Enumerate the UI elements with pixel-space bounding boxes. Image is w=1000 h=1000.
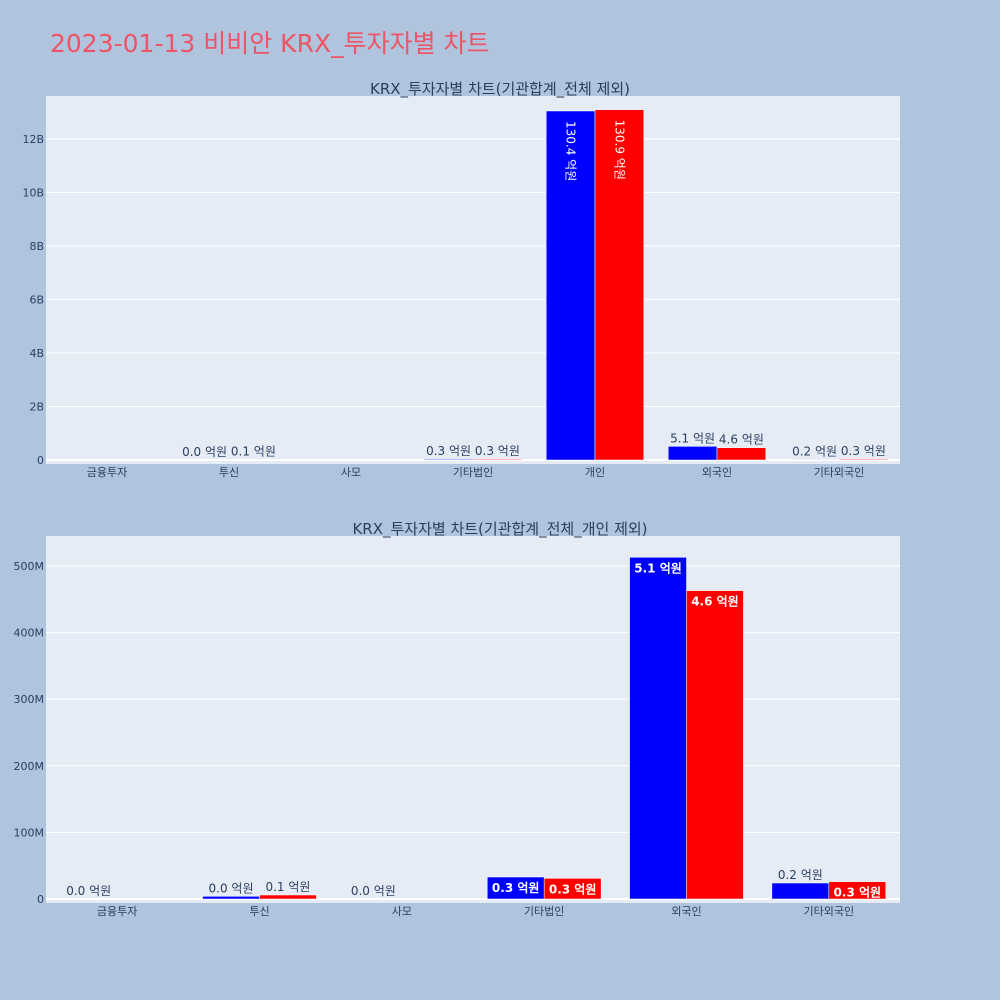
- data-label: 0.1 억원: [231, 445, 276, 459]
- bar: [789, 459, 840, 461]
- data-label: 0.0 억원: [66, 884, 111, 898]
- data-label: 0.3 억원: [475, 444, 520, 458]
- x-tick-label: 외국인: [702, 466, 732, 479]
- y-tick-label: 2B: [29, 400, 44, 413]
- x-tick-label: 금융투자: [97, 905, 137, 918]
- data-label: 0.3 억원: [426, 444, 471, 458]
- data-label: 5.1 억원: [634, 561, 682, 575]
- data-label: 5.1 억원: [670, 431, 715, 445]
- data-label: 0.3 억원: [549, 882, 597, 896]
- bar: [686, 590, 744, 900]
- bar: [771, 882, 830, 900]
- y-tick-label: 0: [37, 893, 44, 906]
- x-tick-label: 기타외국인: [804, 905, 855, 918]
- y-tick-label: 8B: [29, 240, 44, 253]
- data-label: 0.0 억원: [209, 881, 254, 895]
- chart-title-1: KRX_투자자별 차트(기관합계_전체 제외): [370, 80, 630, 99]
- data-label: 0.0 억원: [182, 445, 227, 459]
- y-tick-label: 300M: [14, 693, 45, 706]
- bar: [838, 458, 889, 461]
- data-label: 4.6 억원: [691, 595, 739, 609]
- data-label: 0.2 억원: [792, 444, 837, 458]
- data-label: 4.6 억원: [719, 433, 764, 447]
- x-tick-label: 사모: [341, 466, 361, 479]
- y-tick-label: 10B: [22, 186, 44, 199]
- page-title: 2023-01-13 비비안 KRX_투자자별 차트: [50, 29, 490, 58]
- bar: [423, 458, 474, 461]
- x-tick-label: 투신: [249, 905, 269, 918]
- data-label: 130.4 억원: [564, 121, 578, 181]
- bar: [667, 446, 718, 461]
- bar: [472, 458, 523, 461]
- y-tick-label: 12B: [22, 133, 44, 146]
- x-tick-label: 기타외국인: [814, 466, 865, 479]
- x-tick-label: 기타법인: [453, 466, 493, 479]
- y-tick-label: 0: [37, 454, 44, 467]
- data-label: 0.3 억원: [834, 886, 882, 900]
- data-label: 0.0 억원: [351, 884, 396, 898]
- y-tick-label: 6B: [29, 293, 44, 306]
- x-tick-label: 개인: [585, 466, 605, 479]
- x-tick-label: 투신: [219, 466, 239, 479]
- y-tick-label: 500M: [14, 560, 45, 573]
- x-tick-label: 사모: [392, 905, 412, 918]
- data-label: 0.3 억원: [841, 444, 886, 458]
- bar: [545, 110, 596, 461]
- plot-area-2: [46, 536, 900, 903]
- y-tick-label: 4B: [29, 347, 44, 360]
- bar: [202, 896, 260, 900]
- bar: [629, 557, 687, 900]
- bar: [543, 878, 602, 900]
- bar: [828, 881, 887, 900]
- y-tick-label: 100M: [14, 826, 45, 839]
- y-tick-label: 200M: [14, 760, 45, 773]
- data-label: 0.3 억원: [492, 881, 540, 895]
- bar: [594, 109, 645, 461]
- bar: [259, 894, 317, 900]
- y-tick-label: 400M: [14, 627, 45, 640]
- plot-area-1: [46, 96, 900, 464]
- bar: [716, 447, 767, 461]
- chart-title-2: KRX_투자자별 차트(기관합계_전체_개인 제외): [352, 520, 647, 539]
- x-tick-label: 외국인: [671, 905, 701, 918]
- data-label: 0.2 억원: [778, 868, 823, 882]
- data-label: 130.9 억원: [612, 120, 626, 180]
- x-tick-label: 금융투자: [87, 466, 127, 479]
- data-label: 0.1 억원: [265, 880, 310, 894]
- x-tick-label: 기타법인: [524, 905, 564, 918]
